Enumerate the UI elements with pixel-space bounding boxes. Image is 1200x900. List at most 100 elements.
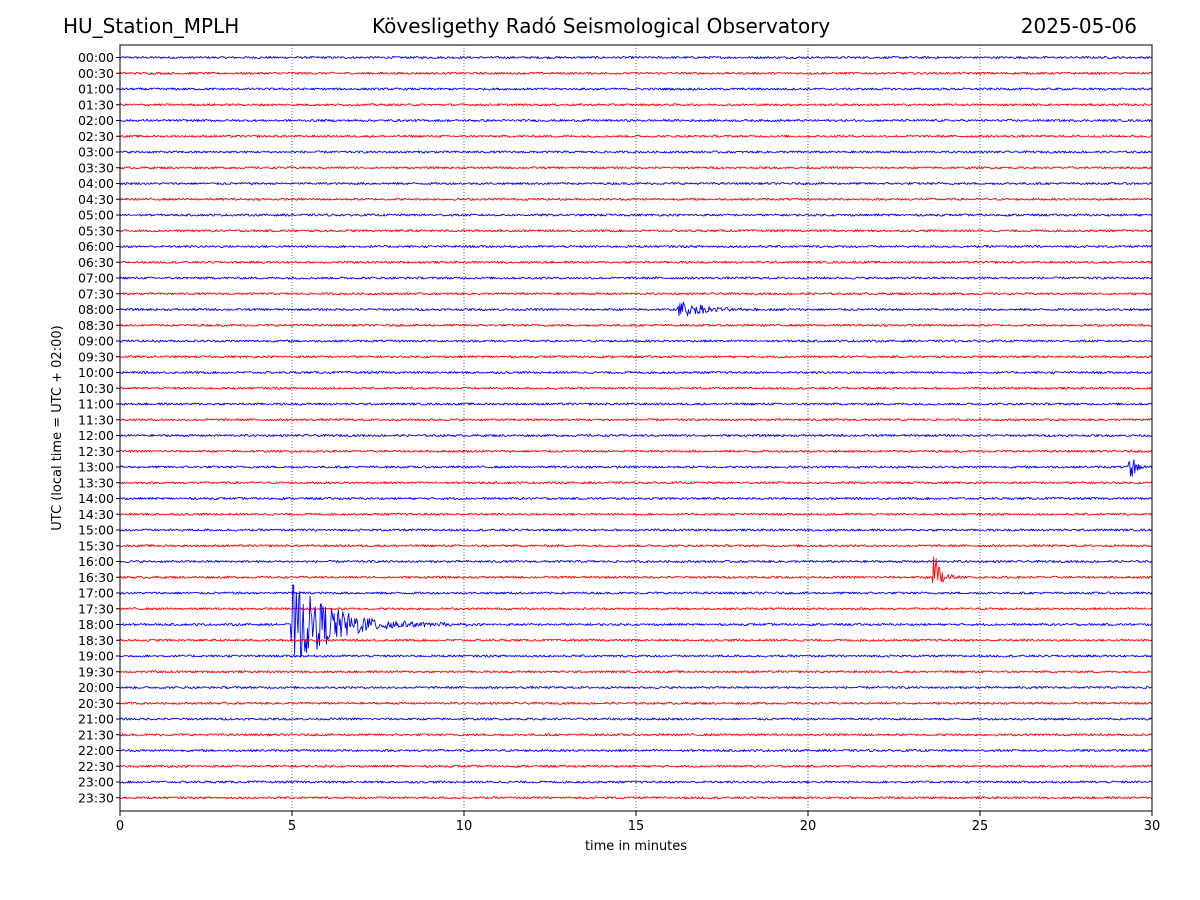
trace-row-21:00 bbox=[119, 717, 1153, 721]
y-tick-label-09:30: 09:30 bbox=[78, 349, 114, 364]
trace-row-12:00 bbox=[119, 433, 1153, 438]
y-tick-label-12:30: 12:30 bbox=[78, 444, 114, 459]
trace-row-14:30 bbox=[119, 512, 1153, 516]
trace-row-19:00 bbox=[119, 654, 1153, 658]
y-tick-label-21:30: 21:30 bbox=[78, 727, 114, 742]
y-tick-label-17:30: 17:30 bbox=[78, 601, 114, 616]
x-tick-label-30: 30 bbox=[1144, 819, 1161, 834]
trace-row-11:00 bbox=[119, 402, 1153, 406]
trace-row-16:30 bbox=[119, 556, 1153, 584]
y-tick-label-23:30: 23:30 bbox=[78, 790, 114, 805]
y-tick-label-12:00: 12:00 bbox=[78, 428, 114, 443]
y-tick-label-00:30: 00:30 bbox=[78, 66, 114, 81]
y-tick-label-08:00: 08:00 bbox=[78, 302, 114, 317]
trace-row-10:00 bbox=[119, 370, 1153, 375]
y-tick-label-05:00: 05:00 bbox=[78, 208, 114, 223]
x-tick-label-20: 20 bbox=[800, 819, 817, 834]
y-tick-label-06:00: 06:00 bbox=[78, 239, 114, 254]
trace-row-11:30 bbox=[119, 418, 1153, 422]
y-tick-label-03:00: 03:00 bbox=[78, 145, 114, 160]
y-tick-label-08:30: 08:30 bbox=[78, 318, 114, 333]
trace-row-09:00 bbox=[119, 339, 1153, 343]
y-tick-label-20:00: 20:00 bbox=[78, 680, 114, 695]
y-tick-label-14:30: 14:30 bbox=[78, 507, 114, 522]
y-tick-label-01:00: 01:00 bbox=[78, 82, 114, 97]
trace-row-01:00 bbox=[119, 87, 1153, 91]
trace-row-18:30 bbox=[119, 638, 1153, 642]
y-tick-label-13:30: 13:30 bbox=[78, 475, 114, 490]
trace-row-17:00 bbox=[119, 591, 1153, 595]
x-tick-label-25: 25 bbox=[972, 819, 989, 834]
y-tick-label-18:00: 18:00 bbox=[78, 617, 114, 632]
trace-row-03:00 bbox=[119, 150, 1153, 154]
y-axis-label: UTC (local time = UTC + 02:00) bbox=[50, 325, 65, 530]
trace-row-19:30 bbox=[119, 670, 1153, 674]
trace-row-07:00 bbox=[119, 276, 1153, 280]
x-tick-label-5: 5 bbox=[288, 819, 296, 834]
y-tick-label-01:30: 01:30 bbox=[78, 97, 114, 112]
trace-row-06:30 bbox=[119, 260, 1153, 264]
trace-row-04:30 bbox=[119, 197, 1153, 201]
y-tick-label-15:30: 15:30 bbox=[78, 538, 114, 553]
x-tick-label-0: 0 bbox=[116, 819, 124, 834]
trace-row-13:00 bbox=[119, 459, 1153, 477]
y-tick-label-03:30: 03:30 bbox=[78, 160, 114, 175]
y-tick-label-22:00: 22:00 bbox=[78, 743, 114, 758]
trace-row-23:30 bbox=[119, 796, 1153, 800]
trace-row-23:00 bbox=[119, 780, 1153, 784]
y-tick-label-19:30: 19:30 bbox=[78, 664, 114, 679]
y-tick-label-07:00: 07:00 bbox=[78, 271, 114, 286]
y-tick-label-00:00: 00:00 bbox=[78, 50, 114, 65]
y-tick-label-02:30: 02:30 bbox=[78, 129, 114, 144]
trace-row-03:30 bbox=[119, 166, 1153, 170]
y-tick-label-16:30: 16:30 bbox=[78, 570, 114, 585]
y-tick-label-21:00: 21:00 bbox=[78, 712, 114, 727]
trace-row-12:30 bbox=[119, 449, 1153, 453]
trace-row-05:30 bbox=[119, 229, 1153, 233]
observatory-title: Kövesligethy Radó Seismological Observat… bbox=[372, 14, 831, 38]
x-tick-label-15: 15 bbox=[628, 819, 645, 834]
trace-row-00:00 bbox=[119, 55, 1153, 60]
y-tick-label-11:30: 11:30 bbox=[78, 412, 114, 427]
y-tick-label-23:00: 23:00 bbox=[78, 775, 114, 790]
trace-row-22:00 bbox=[119, 748, 1153, 753]
y-tick-label-04:00: 04:00 bbox=[78, 176, 114, 191]
station-title: HU_Station_MPLH bbox=[63, 14, 240, 38]
y-tick-label-13:00: 13:00 bbox=[78, 460, 114, 475]
trace-row-13:30 bbox=[119, 481, 1153, 485]
y-tick-label-02:00: 02:00 bbox=[78, 113, 114, 128]
trace-row-10:30 bbox=[119, 386, 1153, 390]
date-title: 2025-05-06 bbox=[1020, 14, 1137, 38]
trace-row-15:00 bbox=[119, 528, 1153, 532]
trace-row-08:30 bbox=[119, 323, 1153, 327]
trace-row-07:30 bbox=[119, 292, 1153, 296]
y-tick-label-07:30: 07:30 bbox=[78, 286, 114, 301]
y-tick-label-15:00: 15:00 bbox=[78, 523, 114, 538]
trace-row-18:00 bbox=[119, 584, 1153, 659]
y-tick-label-18:30: 18:30 bbox=[78, 633, 114, 648]
trace-group bbox=[119, 55, 1153, 800]
trace-row-15:30 bbox=[119, 544, 1153, 548]
gridlines bbox=[291, 45, 981, 811]
trace-row-02:00 bbox=[119, 118, 1153, 123]
y-tick-label-17:00: 17:00 bbox=[78, 586, 114, 601]
trace-row-00:30 bbox=[119, 71, 1153, 75]
x-axis-label: time in minutes bbox=[585, 839, 687, 854]
y-tick-label-16:00: 16:00 bbox=[78, 554, 114, 569]
y-tick-label-19:00: 19:00 bbox=[78, 649, 114, 664]
trace-row-02:30 bbox=[119, 134, 1153, 138]
trace-row-20:00 bbox=[119, 685, 1153, 690]
trace-row-14:00 bbox=[119, 496, 1153, 501]
trace-row-06:00 bbox=[119, 244, 1153, 249]
y-tick-label-09:00: 09:00 bbox=[78, 334, 114, 349]
trace-row-21:30 bbox=[119, 733, 1153, 737]
y-axis: 00:0000:3001:0001:3002:0002:3003:0003:30… bbox=[78, 50, 120, 805]
trace-row-20:30 bbox=[119, 701, 1153, 705]
x-tick-label-10: 10 bbox=[456, 819, 473, 834]
y-tick-label-11:00: 11:00 bbox=[78, 397, 114, 412]
y-tick-label-22:30: 22:30 bbox=[78, 759, 114, 774]
trace-row-04:00 bbox=[119, 181, 1153, 186]
y-tick-label-04:30: 04:30 bbox=[78, 192, 114, 207]
trace-row-09:30 bbox=[119, 355, 1153, 359]
